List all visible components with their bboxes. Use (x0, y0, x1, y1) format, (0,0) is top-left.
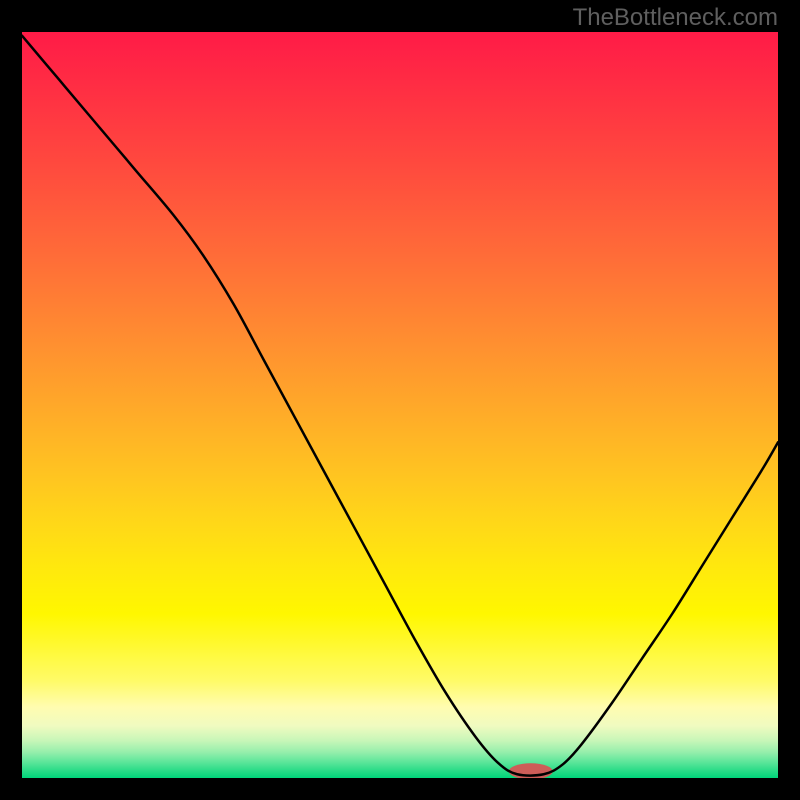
plot-svg (22, 32, 778, 778)
chart-frame: TheBottleneck.com (0, 0, 800, 800)
watermark-text: TheBottleneck.com (573, 4, 778, 32)
gradient-background (22, 32, 778, 778)
plot-area (22, 32, 778, 778)
